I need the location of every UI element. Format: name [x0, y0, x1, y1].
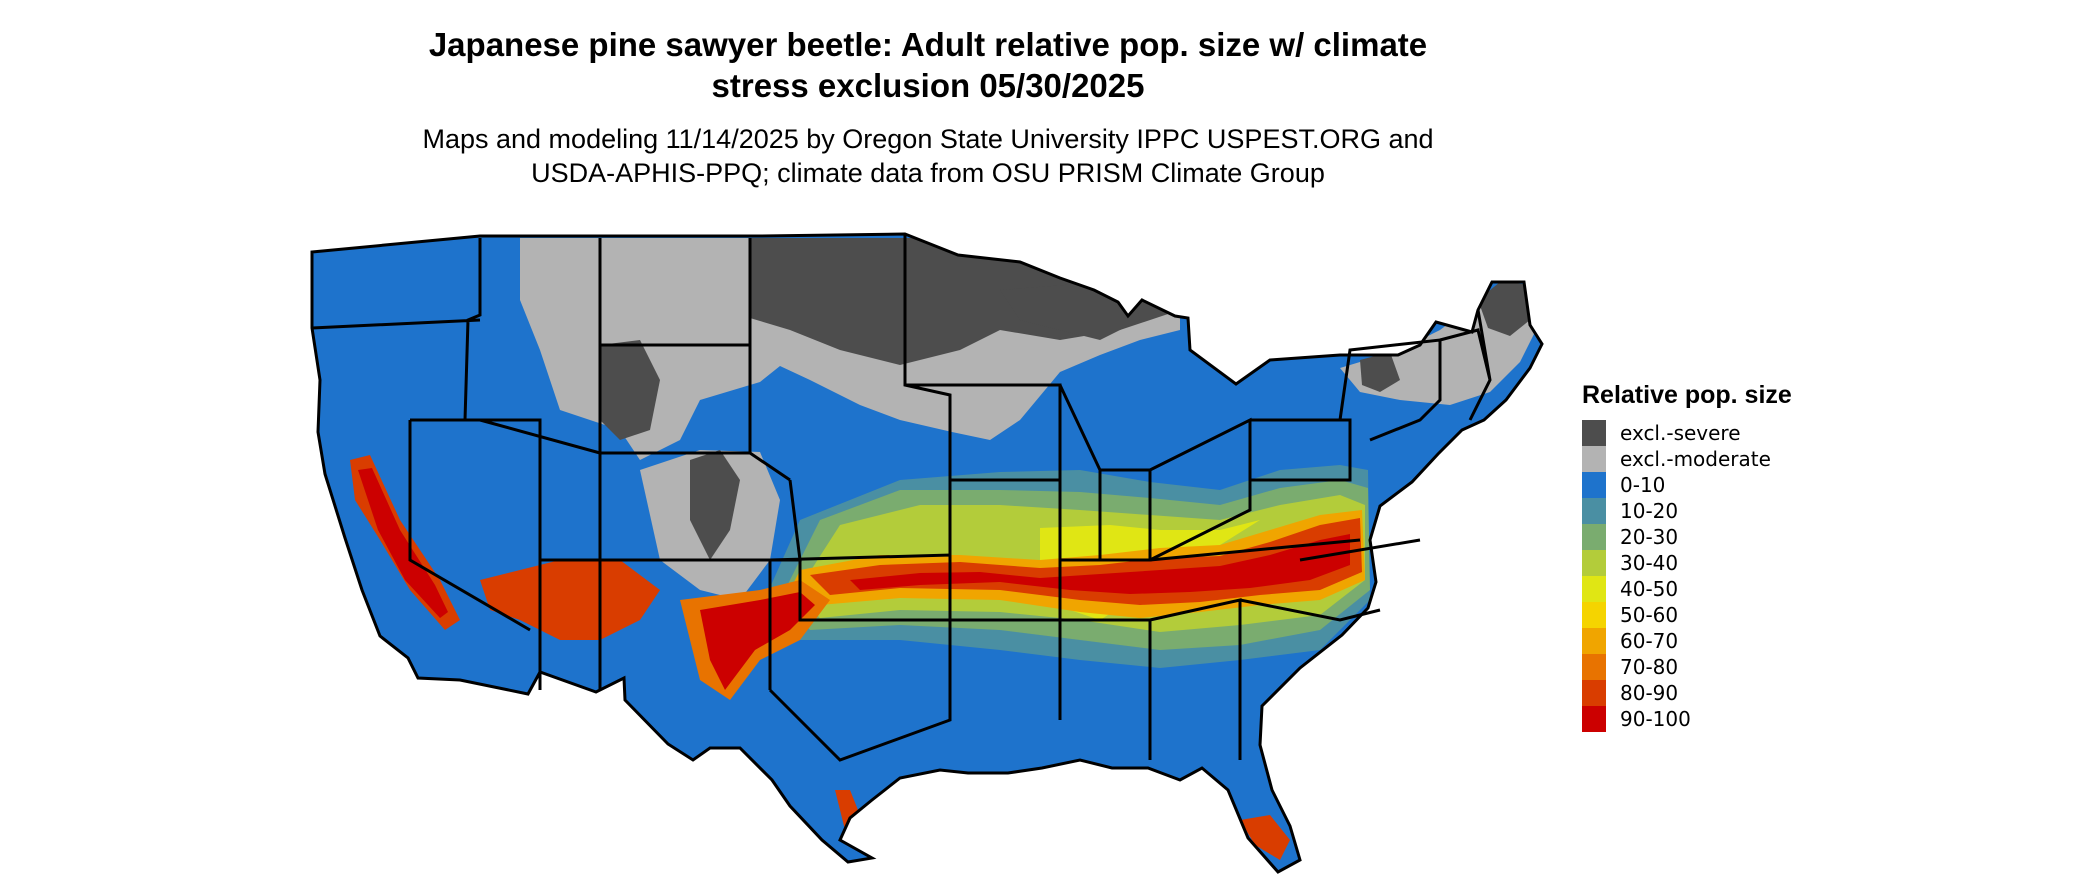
legend-item: 50-60 [1582, 602, 1792, 628]
excl-severe-colorado [690, 450, 740, 560]
legend-swatch [1582, 602, 1606, 628]
legend-item: excl.-moderate [1582, 446, 1792, 472]
us-map [310, 232, 1544, 874]
map-title-line-2: stress exclusion 05/30/2025 [711, 67, 1145, 104]
legend: Relative pop. size excl.-severe excl.-mod… [1582, 380, 1792, 732]
legend-item: excl.-severe [1582, 420, 1792, 446]
legend-item: 0-10 [1582, 472, 1792, 498]
legend-item: 90-100 [1582, 706, 1792, 732]
legend-swatch [1582, 680, 1606, 706]
legend-swatch [1582, 446, 1606, 472]
legend-swatch [1582, 706, 1606, 732]
band-80-90-florida [1240, 815, 1290, 860]
excl-severe-maine [1478, 282, 1530, 336]
legend-label: 30-40 [1620, 551, 1679, 575]
legend-swatch [1582, 550, 1606, 576]
legend-item: 10-20 [1582, 498, 1792, 524]
legend-swatch [1582, 498, 1606, 524]
band-90-100 [850, 534, 1350, 594]
legend-swatch [1582, 472, 1606, 498]
legend-label: 60-70 [1620, 629, 1679, 653]
map-subtitle-line-1: Maps and modeling 11/14/2025 by Oregon S… [422, 124, 1434, 154]
legend-label: excl.-moderate [1620, 447, 1771, 471]
legend-swatch [1582, 628, 1606, 654]
map-title: Japanese pine sawyer beetle: Adult relat… [0, 24, 1856, 106]
legend-item: 80-90 [1582, 680, 1792, 706]
legend-swatch [1582, 654, 1606, 680]
map-title-line-1: Japanese pine sawyer beetle: Adult relat… [428, 26, 1428, 63]
legend-label: 20-30 [1620, 525, 1679, 549]
legend-label: 50-60 [1620, 603, 1679, 627]
legend-label: 0-10 [1620, 473, 1666, 497]
legend-label: 70-80 [1620, 655, 1679, 679]
legend-label: 10-20 [1620, 499, 1679, 523]
legend-item: 60-70 [1582, 628, 1792, 654]
excl-severe-ny [1360, 352, 1400, 392]
state-boundaries [310, 232, 1544, 874]
map-subtitle: Maps and modeling 11/14/2025 by Oregon S… [0, 122, 1856, 190]
legend-label: 80-90 [1620, 681, 1679, 705]
legend-item: 30-40 [1582, 550, 1792, 576]
excl-severe-wyoming [600, 340, 660, 440]
legend-swatch [1582, 576, 1606, 602]
legend-item: 40-50 [1582, 576, 1792, 602]
legend-label: excl.-severe [1620, 421, 1741, 445]
band-80-90-desert [480, 560, 660, 640]
legend-swatch [1582, 524, 1606, 550]
legend-item: 70-80 [1582, 654, 1792, 680]
legend-swatch [1582, 420, 1606, 446]
band-90-100-california [358, 468, 448, 618]
map-subtitle-line-2: USDA-APHIS-PPQ; climate data from OSU PR… [531, 158, 1325, 188]
band-90-100-southwest [700, 592, 815, 690]
legend-label: 90-100 [1620, 707, 1691, 731]
legend-title: Relative pop. size [1582, 381, 1792, 409]
population-raster [312, 234, 1542, 872]
legend-label: 40-50 [1620, 577, 1679, 601]
legend-items: excl.-severe excl.-moderate 0-10 10-20 20-30… [1582, 420, 1792, 732]
legend-item: 20-30 [1582, 524, 1792, 550]
